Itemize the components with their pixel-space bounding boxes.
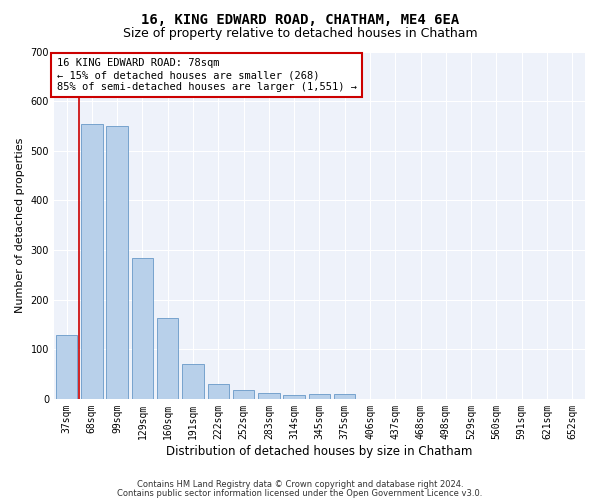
Bar	[233, 390, 254, 399]
Y-axis label: Number of detached properties: Number of detached properties	[15, 138, 25, 313]
X-axis label: Distribution of detached houses by size in Chatham: Distribution of detached houses by size …	[166, 444, 473, 458]
Text: Contains public sector information licensed under the Open Government Licence v3: Contains public sector information licen…	[118, 488, 482, 498]
Bar	[258, 394, 280, 399]
Bar	[309, 394, 330, 399]
Bar	[106, 126, 128, 399]
Bar	[56, 336, 77, 399]
Bar	[131, 258, 153, 399]
Bar	[334, 394, 355, 399]
Bar	[182, 364, 204, 399]
Bar	[157, 318, 178, 399]
Text: 16 KING EDWARD ROAD: 78sqm
← 15% of detached houses are smaller (268)
85% of sem: 16 KING EDWARD ROAD: 78sqm ← 15% of deta…	[56, 58, 356, 92]
Text: Size of property relative to detached houses in Chatham: Size of property relative to detached ho…	[122, 28, 478, 40]
Bar	[81, 124, 103, 399]
Bar	[283, 396, 305, 399]
Text: 16, KING EDWARD ROAD, CHATHAM, ME4 6EA: 16, KING EDWARD ROAD, CHATHAM, ME4 6EA	[141, 12, 459, 26]
Bar	[208, 384, 229, 399]
Text: Contains HM Land Registry data © Crown copyright and database right 2024.: Contains HM Land Registry data © Crown c…	[137, 480, 463, 489]
